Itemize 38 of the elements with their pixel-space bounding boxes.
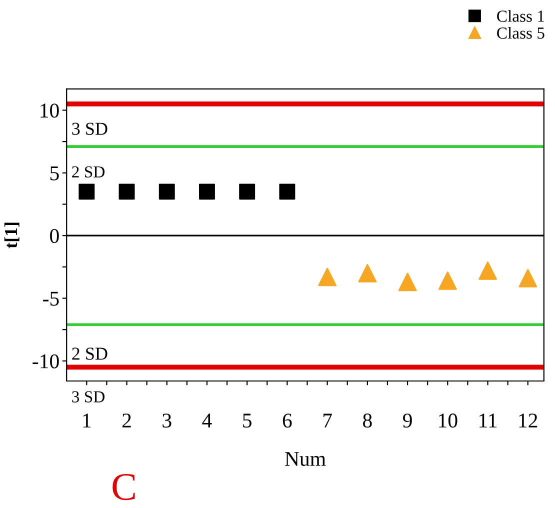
x-tick-label: 5 [243,414,252,428]
y-tick-label: 10 [40,104,59,118]
x-tick-label: 12 [519,414,538,428]
x-tick-label: 1 [83,414,91,428]
x-tick-label: 9 [402,414,412,428]
legend-label: Class 5 [497,26,544,39]
point [358,264,377,282]
x-tick-label: 11 [480,414,497,428]
legend-label: Class 1 [497,10,544,22]
point [318,268,337,286]
point [398,272,417,292]
text: C [112,474,135,500]
x-tick-label: 8 [363,414,372,428]
x-tick-label: 2 [122,414,131,428]
y-axis-title: t[1] [4,222,20,248]
x-tick-label: 10 [439,414,458,428]
y-tick-label: -5 [43,292,59,306]
y-tick-label: 0 [50,228,59,244]
point [478,261,497,280]
point [239,184,256,200]
annotation: 3 SD [72,122,108,135]
annotation: 2 SD [72,348,108,360]
y-tick-label: -10 [32,354,59,368]
x-tick-label: 4 [202,414,212,428]
x-tick-label: 6 [282,414,292,428]
point [78,184,95,200]
point [158,184,175,200]
point [438,272,457,290]
x-axis-title: Num [285,452,326,466]
point [118,184,135,200]
point [279,184,296,200]
text: 3 SD [72,391,105,402]
point [518,269,538,288]
x-tick-label: 7 [323,414,332,428]
x-tick-label: 3 [162,414,172,428]
annotation: 2 SD [72,166,105,178]
point [199,184,215,200]
y-tick-label: 5 [50,166,59,180]
